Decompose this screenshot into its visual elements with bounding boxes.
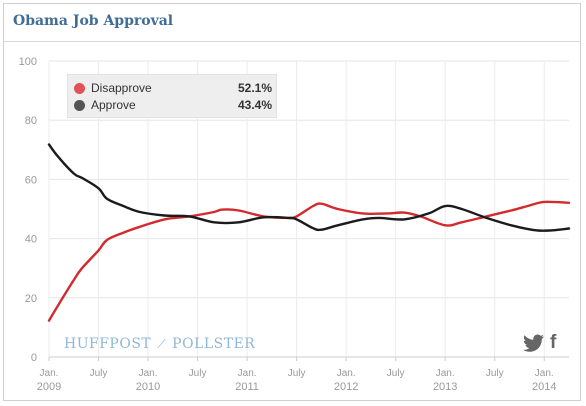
x-tick-label: July bbox=[486, 368, 504, 379]
x-tick-label: July bbox=[387, 368, 405, 379]
y-tick-label: 40 bbox=[25, 234, 37, 246]
legend-item-approve[interactable]: Approve 43.4% bbox=[74, 97, 272, 113]
x-tick-label: Jan. bbox=[436, 368, 455, 379]
legend-label-approve: Approve bbox=[91, 98, 136, 112]
logo-huffpost: HUFFPOST bbox=[64, 336, 152, 352]
x-tick-year-label: 2011 bbox=[235, 381, 259, 393]
legend-label-disapprove: Disapprove bbox=[91, 81, 152, 95]
legend-swatch-approve bbox=[74, 100, 85, 111]
x-tick-label: Jan. bbox=[337, 368, 356, 379]
legend-value-approve: 43.4% bbox=[237, 98, 272, 112]
facebook-icon[interactable]: f bbox=[550, 332, 557, 353]
legend-value-disapprove: 52.1% bbox=[237, 81, 272, 95]
twitter-icon[interactable] bbox=[523, 334, 545, 357]
y-tick-label: 20 bbox=[25, 293, 37, 305]
header-divider bbox=[4, 41, 580, 42]
x-tick-label: Jan. bbox=[40, 368, 59, 379]
legend: Disapprove 52.1% Approve 43.4% bbox=[67, 74, 277, 118]
y-tick-label: 100 bbox=[19, 56, 37, 68]
x-tick-year-label: 2009 bbox=[37, 381, 61, 393]
y-tick-label: 0 bbox=[31, 352, 37, 364]
pollster-logo: HUFFPOST ⟋ POLLSTER bbox=[64, 336, 255, 352]
logo-pollster: POLLSTER bbox=[172, 336, 256, 352]
x-tick-label: Jan. bbox=[139, 368, 158, 379]
x-tick-label: Jan. bbox=[535, 368, 554, 379]
x-tick-year-label: 2010 bbox=[136, 381, 160, 393]
chart-frame: Obama Job Approval 0 20 40 60 80 100 Jan. 2009 J… bbox=[3, 3, 581, 401]
x-tick-year-label: 2013 bbox=[433, 381, 457, 393]
x-tick-year-label: 2014 bbox=[532, 381, 556, 393]
x-tick-label: Jan. bbox=[238, 368, 257, 379]
x-tick-label: July bbox=[90, 368, 108, 379]
series-line-approve bbox=[47, 143, 571, 232]
x-tick-year-label: 2012 bbox=[334, 381, 358, 393]
x-tick-label: July bbox=[288, 368, 306, 379]
chart-title: Obama Job Approval bbox=[13, 13, 174, 29]
legend-item-disapprove[interactable]: Disapprove 52.1% bbox=[74, 80, 272, 96]
x-tick-label: July bbox=[189, 368, 207, 379]
logo-separator: ⟋ bbox=[157, 337, 167, 351]
line-chart: 0 20 40 60 80 100 Jan. 2009 July Jan. 2010 July Jan.… bbox=[19, 56, 571, 393]
y-tick-label: 80 bbox=[25, 115, 37, 127]
legend-swatch-disapprove bbox=[74, 83, 85, 94]
y-tick-label: 60 bbox=[25, 174, 37, 186]
